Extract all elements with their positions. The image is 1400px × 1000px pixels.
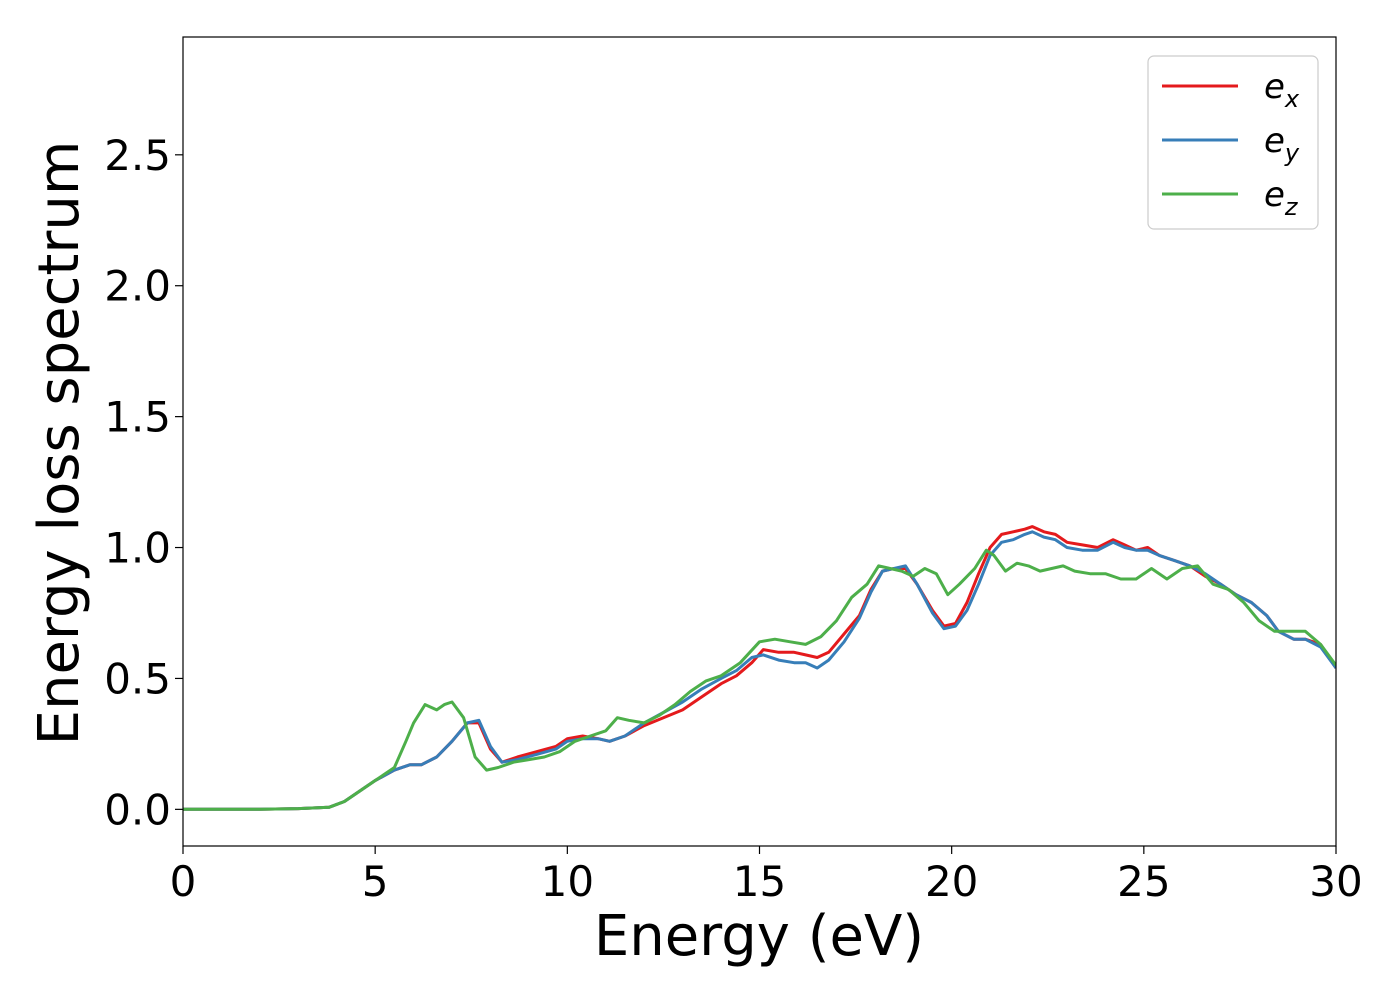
x-tick-label: 25 <box>1117 857 1170 906</box>
x-tick-label: 15 <box>733 857 786 906</box>
axis-ticks: 0 5 10 15 20 25 30 0.0 0.5 1.0 1.5 2.0 2.5 <box>104 131 1363 906</box>
y-tick-label: 0.0 <box>104 785 171 834</box>
y-tick-label: 1.5 <box>104 393 171 442</box>
y-tick-label: 1.0 <box>104 524 171 573</box>
x-tick-label: 20 <box>925 857 978 906</box>
x-tick-label: 5 <box>362 857 389 906</box>
x-tick-label: 0 <box>170 857 197 906</box>
series-line-ez <box>183 548 1336 811</box>
x-tick-label: 30 <box>1309 857 1362 906</box>
x-tick-label: 10 <box>541 857 594 906</box>
series-lines <box>183 525 1336 811</box>
y-axis-title: Energy loss spectrum <box>27 141 92 746</box>
y-tick-label: 0.5 <box>104 654 171 703</box>
legend-box <box>1147 55 1319 230</box>
x-axis-title: Energy (eV) <box>594 904 924 969</box>
series-line-ey <box>183 530 1336 811</box>
y-tick-label: 2.0 <box>104 262 171 311</box>
y-tick-label: 2.5 <box>104 131 171 180</box>
